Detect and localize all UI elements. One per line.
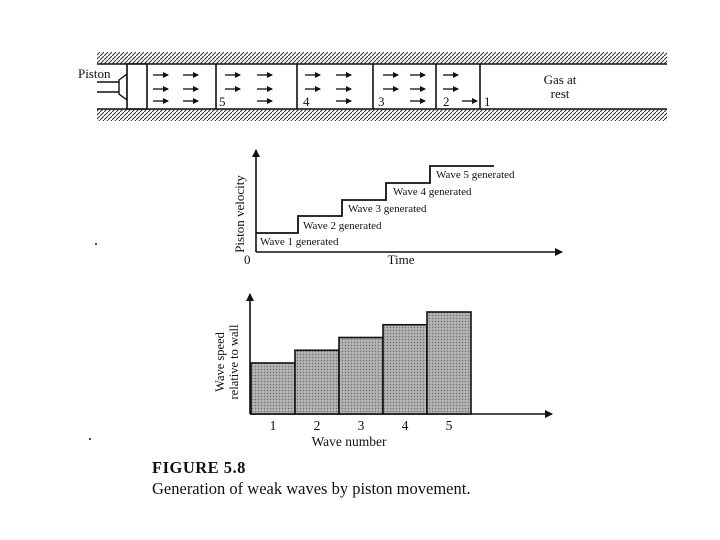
figure-caption: FIGURE 5.8 Generation of weak waves by p… bbox=[152, 458, 470, 500]
tube-diagram: Piston bbox=[78, 52, 667, 121]
gas-label-line2: rest bbox=[551, 86, 570, 101]
wave-label-2: 2 bbox=[443, 94, 450, 109]
bar-wave-2 bbox=[294, 349, 340, 415]
gas-flow-arrows bbox=[153, 72, 478, 104]
bar-wave-1 bbox=[250, 362, 296, 415]
tube-bottom-wall bbox=[97, 109, 667, 121]
stray-marks bbox=[89, 243, 97, 440]
step-label-wave-5: Wave 5 generated bbox=[436, 169, 515, 181]
step-label-wave-3: Wave 3 generated bbox=[348, 203, 427, 215]
wave-label-1: 1 bbox=[484, 94, 491, 109]
bar-tick-label-3: 3 bbox=[358, 418, 365, 433]
wave-label-3: 3 bbox=[378, 94, 385, 109]
velocity-origin-label: 0 bbox=[244, 252, 251, 267]
bar-tick-labels: 1 2 3 4 5 bbox=[270, 418, 453, 433]
wave-label-5: 5 bbox=[219, 94, 226, 109]
velocity-diagram: Piston velocity Time 0 Wave 1 generated … bbox=[232, 149, 563, 267]
bar-group bbox=[250, 311, 472, 415]
figure-caption-text: Generation of weak waves by piston movem… bbox=[152, 479, 471, 498]
bar-wave-5 bbox=[426, 311, 472, 415]
velocity-y-label: Piston velocity bbox=[232, 175, 247, 253]
wave-fronts bbox=[215, 64, 481, 109]
gas-label-line1: Gas at bbox=[544, 72, 577, 87]
velocity-step-curve bbox=[256, 165, 494, 234]
piston-label: Piston bbox=[78, 66, 111, 81]
wave-speed-chart: 1 2 3 4 5 Wave number Wave speed relative to… bbox=[213, 293, 553, 449]
piston bbox=[97, 63, 148, 110]
piston-head bbox=[126, 63, 148, 110]
velocity-x-label: Time bbox=[388, 252, 415, 267]
bar-tick-label-1: 1 bbox=[270, 418, 277, 433]
bar-chart-x-label: Wave number bbox=[311, 434, 387, 449]
tube-top-wall bbox=[97, 52, 667, 64]
bar-wave-3 bbox=[338, 336, 384, 415]
step-label-wave-2: Wave 2 generated bbox=[303, 220, 382, 232]
step-label-wave-1: Wave 1 generated bbox=[260, 236, 339, 248]
figure-number: FIGURE 5.8 bbox=[152, 458, 246, 477]
bar-tick-label-4: 4 bbox=[402, 418, 409, 433]
bar-tick-label-2: 2 bbox=[314, 418, 321, 433]
step-label-wave-4: Wave 4 generated bbox=[393, 186, 472, 198]
bar-chart-y-label-line2: relative to wall bbox=[227, 324, 241, 399]
bar-tick-label-5: 5 bbox=[446, 418, 453, 433]
bar-chart-y-label-line1: Wave speed bbox=[213, 331, 227, 391]
wave-label-4: 4 bbox=[303, 94, 310, 109]
bar-wave-4 bbox=[382, 323, 428, 415]
